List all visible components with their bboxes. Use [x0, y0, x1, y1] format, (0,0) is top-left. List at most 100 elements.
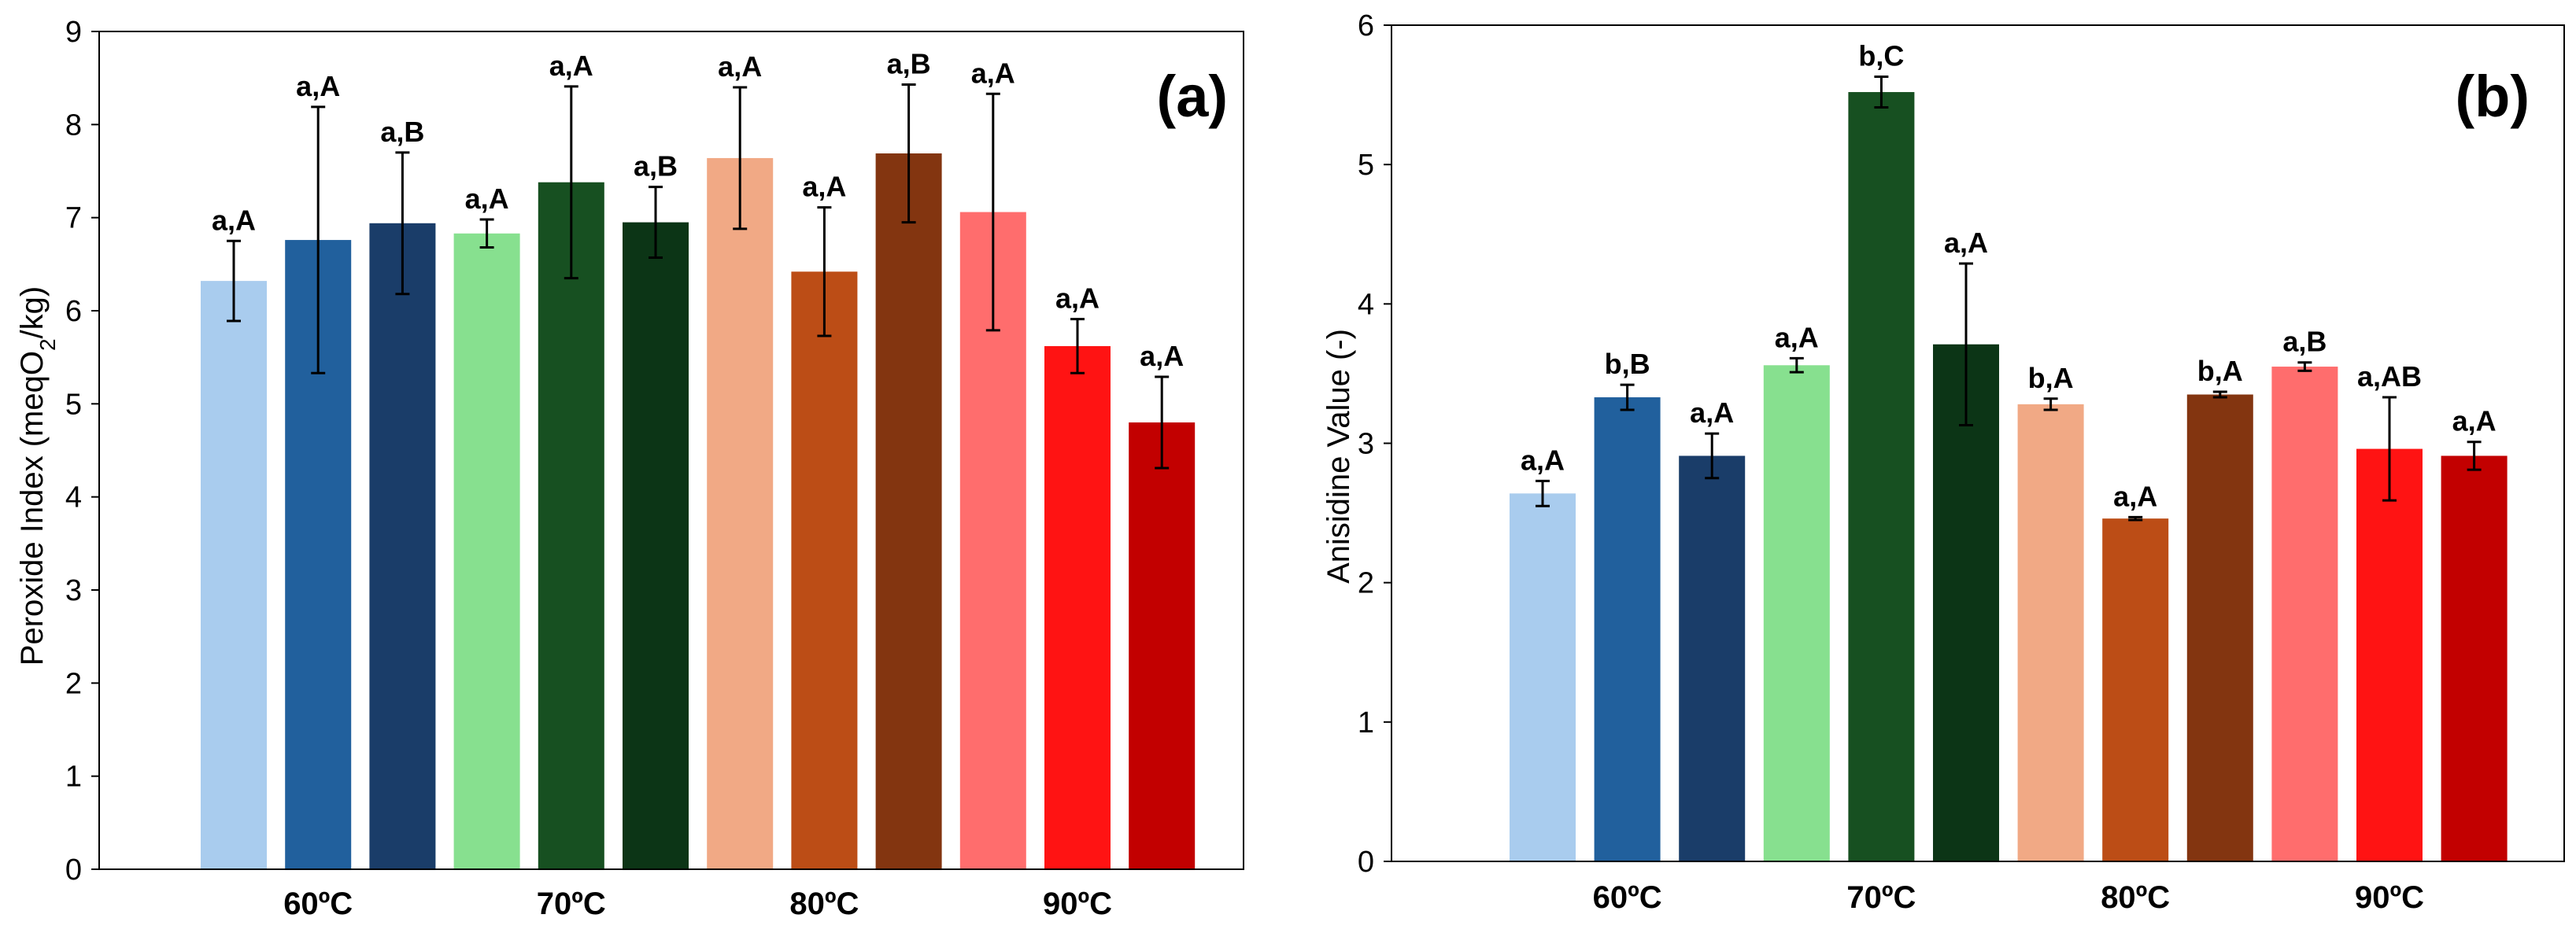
significance-label: b,B — [1605, 348, 1650, 380]
significance-label: a,AB — [2357, 360, 2422, 393]
bar — [1763, 365, 1830, 862]
error-bar — [395, 151, 410, 296]
significance-label: a,A — [718, 50, 762, 83]
significance-label: a,B — [380, 116, 424, 148]
y-tick-label: 4 — [1358, 288, 1374, 321]
error-bar — [2043, 397, 2058, 411]
y-tick-label: 8 — [65, 109, 82, 142]
bar — [875, 153, 942, 869]
error-bar — [985, 92, 1000, 332]
significance-label: a,A — [802, 171, 846, 203]
bar — [1594, 397, 1661, 861]
error-bar — [227, 239, 241, 323]
x-category-label: 60ºC — [1593, 880, 1662, 915]
significance-label: a,A — [212, 204, 256, 236]
bar — [2186, 394, 2253, 861]
error-bar — [1620, 383, 1635, 411]
bar — [538, 182, 604, 869]
x-category-label: 90ºC — [2355, 880, 2424, 915]
significance-label: a,B — [2282, 326, 2327, 358]
y-tick-label: 6 — [65, 295, 82, 328]
x-category-label: 80ºC — [789, 887, 859, 921]
chart-panel-a: 0 1 2 3 4 5 6 7 8 9 a,A a,A a,B a,A a,A a,B a,A a,A a,B a,… — [15, 16, 1244, 921]
significance-label: a,A — [2452, 405, 2497, 437]
x-category-label: 80ºC — [2101, 880, 2170, 915]
bar — [2017, 404, 2084, 861]
x-category-label: 70ºC — [537, 887, 606, 921]
y-tick-label: 1 — [65, 761, 82, 794]
error-bar — [2382, 396, 2397, 502]
bar — [369, 223, 436, 869]
y-tick-label: 3 — [1358, 428, 1374, 461]
error-bar — [564, 85, 578, 280]
y-tick-label: 5 — [65, 388, 82, 421]
significance-label: a,A — [1775, 321, 1819, 353]
bar — [453, 233, 520, 869]
y-tick-label: 6 — [1358, 9, 1374, 42]
significance-label: a,A — [296, 70, 340, 102]
y-tick-label: 3 — [65, 574, 82, 607]
y-axis-title-main: Anisidine Value (-) — [1321, 329, 1356, 584]
bar — [201, 281, 267, 870]
plot-area-frame — [1391, 24, 2565, 862]
y-tick-label: 5 — [1358, 149, 1374, 182]
peroxide-index-chart: 0 1 2 3 4 5 6 7 8 9 a,A a,A a,B a,A a,A a,B a,A a,A a,B a,… — [15, 16, 1244, 921]
significance-label: b,A — [2197, 355, 2243, 387]
y-tick-label: 1 — [1358, 706, 1374, 739]
error-bar — [1874, 76, 1889, 109]
x-category-label: 60ºC — [283, 887, 353, 921]
y-tick-label: 2 — [65, 667, 82, 700]
panel-label-b: (b) — [2456, 64, 2530, 129]
significance-label: a,A — [465, 183, 509, 215]
bar — [707, 157, 774, 869]
plot-area-frame — [98, 31, 1244, 870]
error-bar — [901, 83, 916, 224]
x-category-label: 90ºC — [1043, 887, 1112, 921]
y-axis-title-a: Peroxide Index (meqO2/kg) — [15, 286, 60, 666]
bar — [791, 271, 858, 869]
y-tick-label: 9 — [65, 16, 82, 49]
error-bar — [1789, 356, 1804, 374]
y-tick-label: 2 — [1358, 567, 1374, 600]
significance-label: a,A — [549, 50, 593, 82]
y-axis-title-b: Anisidine Value (-) — [1321, 329, 1356, 584]
y-tick-label: 7 — [65, 202, 82, 235]
error-bar — [2297, 361, 2312, 372]
y-axis-title-main: Peroxide Index (meqO — [15, 351, 50, 666]
anisidine-value-chart: 0 1 2 3 4 5 6 a,A b,B a,A a,A b,C a,A b,A a,A b,A a,B a,… — [1321, 9, 2565, 915]
error-bar — [1070, 318, 1085, 374]
bar — [1044, 345, 1111, 869]
significance-label: a,A — [1055, 282, 1100, 315]
significance-label: a,A — [2113, 480, 2157, 512]
bar — [2271, 367, 2338, 861]
error-bar — [1959, 262, 1973, 426]
bar — [2441, 455, 2508, 861]
bar — [1510, 493, 1576, 861]
bar — [1848, 92, 1915, 862]
bar — [1129, 422, 1196, 869]
bar — [623, 222, 689, 869]
error-bar — [2212, 390, 2227, 399]
significance-label: b,C — [1858, 40, 1904, 72]
significance-label: a,B — [634, 150, 678, 183]
y-axis-title-subscript: 2 — [35, 338, 60, 351]
bar — [2102, 518, 2169, 861]
error-bar — [1705, 432, 1720, 480]
x-category-label: 70ºC — [1846, 880, 1916, 915]
error-bar — [649, 186, 663, 260]
error-bar — [2128, 515, 2143, 522]
error-bar — [1155, 375, 1170, 470]
y-tick-label: 4 — [65, 481, 82, 514]
panel-label-a: (a) — [1157, 64, 1228, 129]
significance-label: a,A — [971, 57, 1015, 89]
error-bar — [2467, 441, 2482, 471]
bar — [1679, 455, 1746, 861]
significance-label: a,A — [1690, 396, 1734, 429]
significance-label: a,A — [1944, 227, 1988, 259]
chart-panel-b: 0 1 2 3 4 5 6 a,A b,B a,A a,A b,C a,A b,A a,A b,A a,B a,… — [1288, 0, 2576, 944]
bar — [1933, 344, 1999, 861]
significance-label: a,A — [1140, 340, 1184, 372]
error-bar — [311, 105, 326, 374]
significance-label: b,A — [2028, 362, 2074, 394]
error-bar — [1536, 479, 1550, 507]
